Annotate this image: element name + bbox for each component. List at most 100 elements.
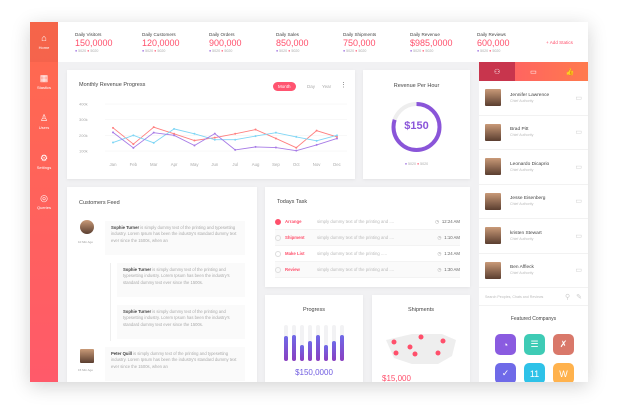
sub-value: 5020 [492, 48, 501, 53]
tab-day[interactable]: Day [307, 84, 316, 89]
sidebar-item-queries[interactable]: ◎ Queries [30, 182, 58, 222]
company-logo[interactable]: ✗ [553, 334, 574, 355]
card-title: Revenue Per Hour [393, 83, 440, 89]
data-point [132, 134, 135, 137]
company-logo[interactable]: ☰ [524, 334, 545, 355]
sidebar-item-home[interactable]: ⌂ Home [30, 22, 58, 62]
company-logo[interactable]: ✓ [495, 363, 516, 382]
stat-value: 850,000 [276, 37, 309, 48]
stat-sub: ● 5020 ● 5020 [209, 48, 233, 53]
chat-icon[interactable]: ▭ [575, 267, 582, 275]
stat-value: 120,0000 [142, 37, 180, 48]
chat-icon[interactable]: ▭ [530, 68, 537, 76]
person-item[interactable]: kristen Stewart Chief Authority ▭ [479, 219, 588, 254]
progress-bar [324, 325, 328, 361]
feed-time: 10 Min Ago [78, 240, 94, 244]
nav-label: Stastics [36, 85, 51, 90]
more-icon[interactable]: ⋮ [340, 82, 347, 89]
person-item[interactable]: Brad Pitt Chief Authority ▭ [479, 116, 588, 150]
sidebar: ⌂ Home ▦ Stastics ♙ Users ⚙ Settings ◎ Querie… [30, 22, 58, 382]
feed-item: Sophie Turner is simply dummy text of th… [117, 263, 245, 297]
progress-bar [292, 325, 296, 361]
tab-year[interactable]: Year [322, 84, 332, 89]
data-point [336, 137, 338, 140]
shipments-value: $15,000 [382, 374, 411, 382]
search-input[interactable]: Search Peoples, Chats and Reviews [485, 294, 544, 299]
x-tick-label: Mar [150, 162, 158, 167]
person-item[interactable]: Leonardo Dicaprio Chief Authority ▭ [479, 150, 588, 185]
x-tick-label: Jun [211, 162, 219, 167]
stat-value: 150,0000 [75, 37, 113, 48]
add-statics-button[interactable]: + Add Statics [546, 39, 573, 45]
card-title: Customers Feed [79, 200, 120, 206]
task-checkbox[interactable] [275, 266, 281, 273]
sidebar-item-settings[interactable]: ⚙ Settings [30, 142, 58, 182]
people-icon[interactable]: ⚇ [479, 62, 516, 81]
x-tick-label: Jan [110, 162, 118, 167]
stat-sub: ● 5020 ● 5020 [477, 48, 501, 53]
task-time: 1:30 AM [444, 267, 460, 272]
stat-sub: ● 5020 ● 5020 [410, 48, 434, 53]
feed-author: Sophie Turner [111, 225, 140, 230]
stat-sub: ● 5020 ● 5020 [142, 48, 166, 53]
progress-bar [300, 325, 304, 361]
thread-line [110, 263, 111, 341]
home-icon: ⌂ [41, 33, 47, 43]
task-checkbox[interactable] [275, 250, 281, 257]
revenue-gauge [391, 102, 442, 152]
line-chart: 400k 300k 200k 100k Jan Feb Mar Apr May Jun Jul Aug… [79, 102, 347, 167]
data-point [234, 148, 237, 151]
chat-icon[interactable]: ▭ [575, 163, 582, 171]
clock-icon: ◷ [437, 250, 442, 256]
person-item[interactable]: Ben Affleck Chief Authority ▭ [479, 254, 588, 288]
series-line [112, 128, 338, 144]
feed-author: Sophie Turner [123, 309, 152, 314]
data-point [213, 132, 216, 135]
card-title: Todays Task [277, 199, 308, 205]
tab-month[interactable]: Month [273, 82, 296, 91]
company-logo[interactable]: ◔ [495, 334, 516, 355]
revenue-chart-card: Monthly Revenue Progress Month Day Year … [67, 70, 355, 179]
task-checkbox[interactable] [275, 234, 281, 241]
thumbs-up-icon[interactable]: 👍 [565, 68, 575, 76]
person-item[interactable]: Jennifer Lawrence Chief Authority ▭ [479, 81, 588, 116]
chat-icon[interactable]: ▭ [575, 198, 582, 206]
stat-item: Daily Visitors 150,0000 ● 5020 ● 5020 [75, 32, 142, 53]
shipments-map [386, 334, 456, 364]
chat-icon[interactable]: ▭ [575, 94, 582, 102]
sidebar-item-users[interactable]: ♙ Users [30, 102, 58, 142]
series-line [112, 131, 338, 152]
sidebar-item-stastics[interactable]: ▦ Stastics [30, 62, 58, 102]
data-point [112, 131, 114, 134]
search-icon[interactable]: ⚲ [564, 293, 571, 301]
map-pin-icons [391, 334, 446, 357]
avatar [485, 261, 501, 279]
gear-icon: ⚙ [39, 153, 49, 163]
chat-icon[interactable]: ▭ [575, 232, 582, 240]
person-item[interactable]: Jesse Eisenberg Chief Authority ▭ [479, 185, 588, 219]
progress-card: Progress $150,0000 [265, 295, 363, 382]
company-logo[interactable]: 11 [524, 363, 545, 382]
task-checkbox[interactable] [275, 218, 281, 225]
person-name: Jennifer Lawrence [510, 92, 550, 98]
task-name: Make List [285, 251, 305, 256]
feed-text: is simply dummy text of the printing and… [111, 351, 237, 369]
chat-icon[interactable]: ▭ [575, 129, 582, 137]
progress-bar [284, 325, 288, 361]
data-point [254, 145, 257, 148]
sub-value: 5020 [291, 48, 300, 53]
sub-value: 5020 [157, 48, 166, 53]
stat-label: Daily Reviews [477, 31, 506, 37]
task-row: Make List simply dummy text of the printi… [275, 246, 460, 262]
pencil-icon[interactable]: ✎ [576, 293, 582, 301]
data-point [152, 141, 155, 144]
person-role: Chief Authority [510, 98, 534, 103]
company-logo[interactable]: W [553, 363, 574, 382]
avatar [485, 227, 501, 245]
stats-bar: Daily Visitors 150,0000 ● 5020 ● 5020 Daily… [58, 22, 588, 62]
data-point [173, 134, 176, 137]
sub-value: 5020 [279, 48, 288, 53]
task-time: 12:24 AM [441, 219, 460, 224]
x-tick-label: Jul [232, 162, 238, 167]
data-point [132, 143, 135, 146]
